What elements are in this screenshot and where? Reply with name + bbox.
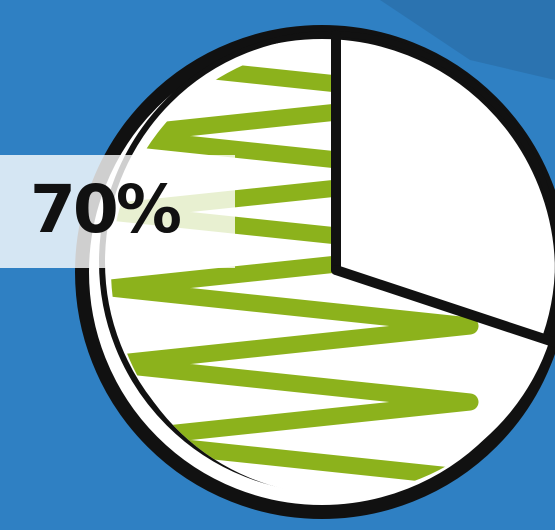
slice-edge [331, 265, 555, 348]
background-stroke [380, 0, 555, 80]
value-label: 70% [30, 171, 181, 248]
label-box [0, 155, 235, 268]
scribble [111, 51, 479, 487]
